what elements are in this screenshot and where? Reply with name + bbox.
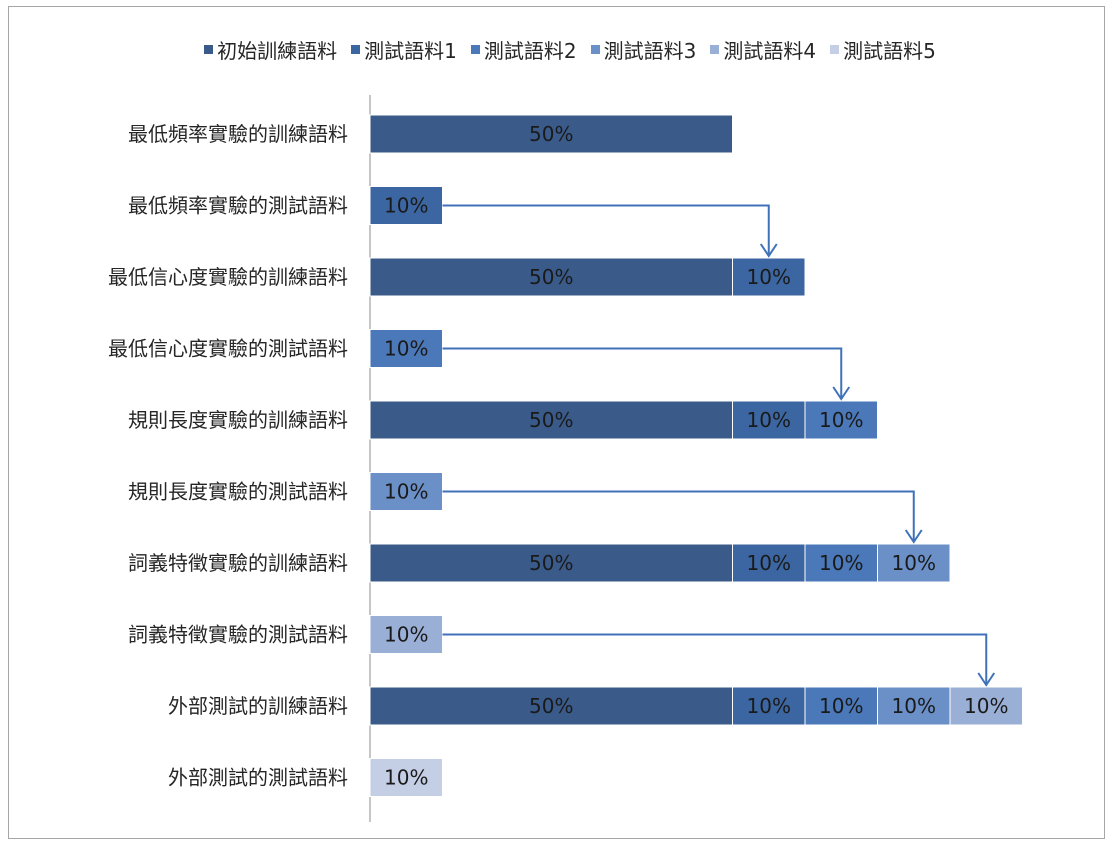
data-label: 10%	[384, 480, 428, 504]
category-label: 最低信心度實驗的測試語料	[108, 337, 348, 361]
legend-item: 測試語料3	[590, 35, 697, 64]
legend-label: 測試語料1	[364, 38, 457, 63]
legend-item: 初始訓練語料	[204, 35, 337, 64]
bar-segment	[369, 257, 733, 297]
bar-segment	[804, 686, 878, 726]
chart-frame	[8, 6, 1105, 839]
category-label: 最低信心度實驗的訓練語料	[108, 265, 348, 289]
data-label: 10%	[384, 194, 428, 218]
bar-segment	[732, 257, 806, 297]
connector-arrow-line	[442, 204, 770, 256]
data-label: 10%	[892, 551, 936, 575]
connector-arrow-line	[442, 347, 843, 399]
bar-segment	[369, 615, 443, 654]
data-label: 10%	[819, 551, 863, 575]
data-label: 50%	[529, 408, 573, 432]
arrow-head-icon	[904, 529, 923, 544]
legend-swatch	[830, 44, 840, 54]
category-label: 外部測試的測試語料	[168, 766, 348, 790]
bar-segment	[369, 686, 733, 726]
arrow-head-icon	[977, 672, 996, 687]
bar-segment	[877, 686, 951, 726]
bar-segment	[877, 543, 951, 583]
category-label: 外部測試的訓練語料	[168, 694, 348, 718]
data-label: 10%	[384, 623, 428, 647]
category-label: 最低頻率實驗的訓練語料	[128, 122, 348, 146]
bar-segment	[732, 686, 806, 726]
legend-item: 測試語料2	[470, 35, 577, 64]
arrow-head-icon	[759, 243, 778, 258]
category-label: 規則長度實驗的測試語料	[128, 480, 348, 504]
data-label: 10%	[747, 551, 791, 575]
legend-label: 初始訓練語料	[217, 38, 338, 63]
data-label: 10%	[384, 766, 428, 790]
connector-arrow-line	[442, 490, 915, 542]
legend-item: 測試語料5	[830, 35, 936, 64]
bar-segment	[369, 758, 443, 797]
arrow-head-icon	[832, 386, 851, 401]
data-label: 10%	[892, 694, 936, 718]
data-label: 50%	[529, 265, 573, 289]
bar-segment	[804, 543, 878, 583]
legend-item: 測試語料4	[710, 35, 816, 64]
bar-segment	[369, 114, 733, 154]
category-label: 詞義特徵實驗的訓練語料	[128, 551, 348, 575]
bar-segment	[804, 400, 878, 440]
data-label: 10%	[747, 265, 791, 289]
data-label: 10%	[747, 408, 791, 432]
data-label: 10%	[384, 337, 428, 361]
data-label: 10%	[819, 694, 863, 718]
category-label: 最低頻率實驗的測試語料	[128, 194, 348, 218]
data-label: 50%	[529, 694, 573, 718]
legend-label: 測試語料2	[483, 38, 577, 63]
data-label: 10%	[819, 408, 863, 432]
data-label: 10%	[747, 694, 791, 718]
legend-swatch	[351, 44, 361, 54]
bar-segment	[369, 329, 443, 368]
legend: 初始訓練語料 測試語料1 測試語料2 測試語料3 測試語料4 測試語料5	[60, 32, 1080, 66]
legend-label: 測試語料5	[843, 38, 936, 63]
data-label: 50%	[529, 122, 573, 146]
legend-swatch	[204, 44, 214, 54]
bar-segment	[369, 472, 443, 511]
category-label: 規則長度實驗的訓練語料	[128, 408, 348, 432]
data-label: 10%	[964, 694, 1008, 718]
data-label: 50%	[529, 551, 573, 575]
bar-segment	[949, 686, 1023, 726]
connector-arrow-line	[442, 633, 988, 685]
legend-label: 測試語料4	[723, 38, 817, 63]
legend-swatch	[710, 44, 720, 54]
bar-segment	[732, 543, 806, 583]
category-label: 詞義特徵實驗的測試語料	[128, 623, 348, 647]
legend-swatch	[590, 44, 600, 54]
legend-swatch	[470, 44, 480, 54]
legend-item: 測試語料1	[351, 35, 457, 64]
legend-label: 測試語料3	[603, 38, 697, 63]
bar-segment	[732, 400, 806, 440]
